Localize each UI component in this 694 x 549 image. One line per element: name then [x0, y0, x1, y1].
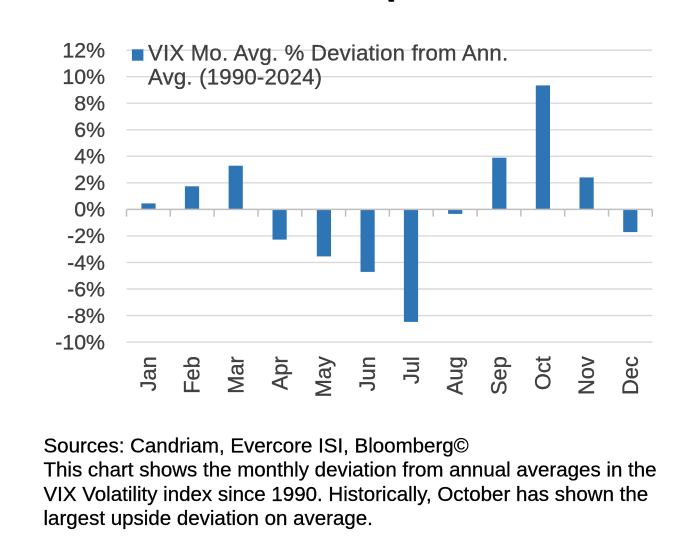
svg-text:This chart shows the monthly d: This chart shows the monthly deviation f…: [44, 459, 657, 482]
svg-text:-8%: -8%: [67, 304, 105, 328]
svg-text:2%: 2%: [74, 171, 105, 195]
svg-text:10%: 10%: [62, 65, 105, 89]
svg-text:Jan: Jan: [136, 356, 161, 391]
svg-text:6%: 6%: [74, 118, 105, 142]
svg-text:-2%: -2%: [67, 224, 105, 248]
svg-text:Mar: Mar: [224, 356, 249, 394]
svg-text:VIX Mo. Avg. % Deviation from: VIX Mo. Avg. % Deviation from Ann.: [148, 41, 508, 66]
svg-text:-10%: -10%: [55, 330, 105, 354]
svg-text:Jul: Jul: [399, 356, 424, 384]
svg-text:Sources: Candriam, Evercore IS: Sources: Candriam, Evercore ISI, Bloombe…: [44, 434, 469, 457]
svg-text:-4%: -4%: [67, 251, 105, 275]
svg-text:Jun: Jun: [355, 356, 380, 391]
svg-text:4%: 4%: [74, 145, 105, 169]
svg-text:0%: 0%: [74, 198, 105, 222]
svg-text:8%: 8%: [74, 92, 105, 116]
svg-text:Avg. (1990-2024): Avg. (1990-2024): [148, 65, 322, 90]
svg-text:largest upside deviation on av: largest upside deviation on average.: [44, 507, 373, 530]
svg-text:12%: 12%: [62, 38, 105, 62]
svg-text:Oct: Oct: [530, 356, 555, 390]
svg-text:Apr: Apr: [267, 356, 292, 390]
svg-text:Feb: Feb: [180, 356, 205, 394]
svg-text:Sep: Sep: [487, 356, 512, 395]
svg-text:May: May: [311, 356, 336, 397]
svg-text:Nov: Nov: [574, 356, 599, 395]
svg-text:VIX Volatility index since 199: VIX Volatility index since 1990. Histori…: [44, 483, 649, 506]
svg-text:Aug: Aug: [443, 356, 468, 395]
svg-text:Dec: Dec: [618, 356, 643, 395]
svg-text:-6%: -6%: [67, 277, 105, 301]
